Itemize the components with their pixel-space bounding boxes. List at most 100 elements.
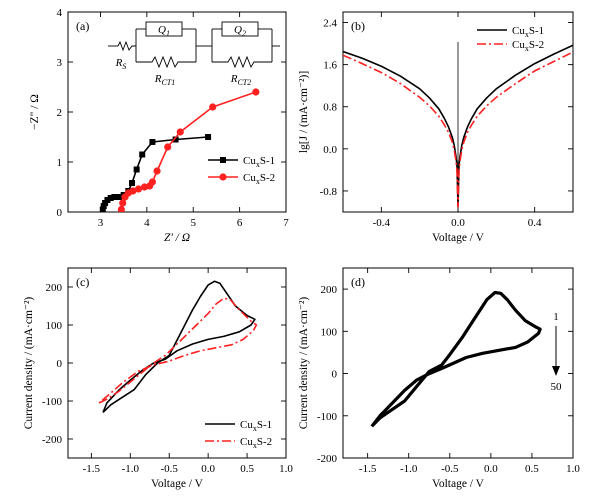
y-axis-label: lg[J / (mA·cm⁻²)]	[298, 71, 310, 153]
panel-label: (a)	[76, 19, 89, 33]
data-point-square	[111, 194, 118, 200]
x-tick-label: -1.0	[122, 463, 140, 475]
data-point-square	[107, 195, 114, 201]
q1-label: Q1	[158, 24, 170, 38]
y-tick-label: 4	[57, 7, 63, 19]
legend-label: CuxS-2	[512, 39, 544, 53]
rct2-label: RCT2	[230, 73, 252, 87]
data-point-square	[172, 136, 179, 143]
y-tick-label: 2.4	[323, 18, 337, 30]
panel-label: (b)	[351, 19, 365, 33]
rct2-resistor	[212, 55, 272, 69]
data-point-circle	[129, 187, 137, 195]
legend-label: CuxS-2	[240, 436, 272, 450]
legend-marker-square	[220, 157, 226, 163]
annotation-arrow-head	[552, 366, 560, 376]
data-point-circle	[134, 185, 143, 193]
plot-area	[99, 88, 260, 212]
y-tick-label: -200	[317, 453, 338, 465]
panel-label: (c)	[76, 275, 89, 289]
data-point-circle	[119, 199, 127, 207]
x-tick-label: -1.0	[400, 463, 418, 475]
data-point-square	[205, 134, 212, 140]
x-tick-label: -0.4	[373, 217, 391, 229]
plot-area	[98, 280, 258, 413]
x-axis-label: Voltage / V	[432, 232, 485, 244]
panel-a: 3 4 5 6 7 0 1 2 3 4 Z' / Ω −Z" / Ω (a) CuxS-1 CuxS-2 Q1…	[29, 7, 289, 244]
circuit-diagram: Q1 Q2 RS RCT1 RCT2	[108, 21, 280, 87]
data-point-square	[149, 139, 156, 145]
x-tick-label: 0.5	[240, 463, 254, 475]
x-tick-label: 0.5	[525, 463, 539, 475]
y-tick-label: 100	[46, 320, 63, 332]
x-tick-label: -0.5	[441, 463, 459, 475]
series-line-1	[370, 290, 542, 428]
x-tick-label: 5	[190, 217, 196, 229]
x-tick-label: 0.0	[201, 463, 215, 475]
data-point-square	[139, 151, 146, 158]
data-point-circle	[252, 88, 260, 96]
legend-label: CuxS-1	[243, 155, 275, 169]
x-axis-label: Voltage / V	[432, 478, 485, 490]
rs-label: RS	[115, 57, 127, 71]
data-point-circle	[164, 143, 172, 151]
plot-area	[343, 42, 573, 212]
x-tick-label: 1.0	[279, 463, 293, 475]
y-tick-label: 0	[332, 369, 338, 381]
plot-area	[370, 290, 542, 428]
y-tick-label: 200	[321, 284, 338, 296]
x-tick-label: 0.0	[451, 217, 465, 229]
annotation-end-label: 50	[551, 381, 563, 393]
q2-label: Q2	[234, 24, 246, 38]
series-line-2	[120, 91, 257, 210]
series-line-2	[98, 297, 258, 404]
x-tick-label: 4	[144, 217, 150, 229]
x-axis-label: Z' / Ω	[164, 232, 190, 244]
y-tick-label: 0.0	[323, 144, 337, 156]
panel-label: (d)	[351, 275, 365, 289]
legend-label: CuxS-1	[240, 419, 272, 433]
data-point-circle	[117, 205, 125, 212]
legend-marker-circle	[219, 173, 227, 181]
data-point-circle	[209, 103, 217, 111]
x-axis-label: Voltage / V	[151, 478, 204, 490]
series-line-2	[343, 51, 573, 208]
rct1-resistor	[136, 55, 196, 69]
data-point-square	[129, 180, 136, 186]
y-axis-label: Current density / (mA·cm⁻²)	[298, 297, 310, 430]
cycle-annotation: 1 50	[551, 311, 563, 393]
panel-d: -1.5 -1.0 -0.5 0.0 0.5 1.0 -200 -100 0 100 200 Volt…	[298, 267, 580, 490]
data-point-square	[104, 197, 111, 203]
y-tick-label: 1.6	[323, 60, 337, 72]
data-point-square	[99, 206, 106, 212]
data-point-square	[116, 194, 123, 200]
x-tick-label: 0.4	[528, 217, 542, 229]
y-tick-label: -100	[317, 411, 338, 423]
y-tick-label: 0	[57, 207, 63, 219]
data-point-circle	[153, 167, 161, 175]
y-tick-label: 2	[57, 107, 63, 119]
panel-c: -1.5 -1.0 -0.5 0.0 0.5 1.0 -200 -100 0 100 200 Volt…	[23, 267, 293, 490]
legend-label: CuxS-1	[512, 25, 544, 39]
data-point-circle	[176, 128, 184, 136]
plot-frame	[342, 267, 574, 459]
legend-label: CuxS-2	[243, 172, 275, 186]
y-tick-label: 100	[321, 326, 338, 338]
y-tick-label: -0.8	[320, 186, 338, 198]
x-tick-label: 6	[237, 217, 243, 229]
y-axis-label: −Z" / Ω	[29, 94, 41, 130]
x-tick-label: -0.5	[161, 463, 179, 475]
x-tick-label: -1.5	[359, 463, 377, 475]
x-tick-label: 3	[98, 217, 104, 229]
data-point-circle	[148, 178, 157, 186]
y-tick-label: 3	[57, 57, 63, 69]
panel-b: -0.4 0.0 0.4 -0.8 0.0 0.8 1.6 2.4 Voltage / V lg[…	[298, 11, 574, 244]
rs-resistor	[117, 40, 136, 52]
y-tick-label: 0	[57, 358, 63, 370]
x-tick-label: -1.5	[83, 463, 101, 475]
y-tick-label: -200	[42, 434, 63, 446]
y-tick-label: 0.8	[323, 102, 337, 114]
y-tick-label: 200	[46, 282, 63, 294]
rct1-label: RCT1	[154, 73, 176, 87]
